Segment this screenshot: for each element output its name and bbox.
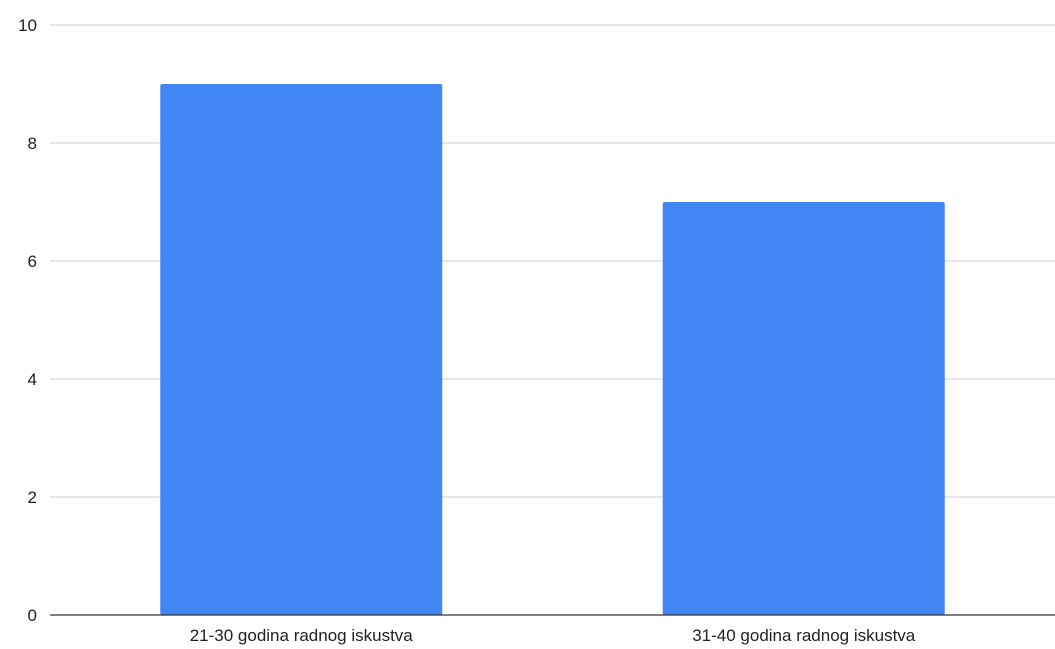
y-tick-label: 6	[28, 252, 37, 271]
y-axis-tick-labels: 0 2 4 6 8 10	[18, 16, 37, 625]
x-axis-category-labels: 21-30 godina radnog iskustva 31-40 godina…	[190, 626, 916, 645]
x-category-label: 31-40 godina radnog iskustva	[692, 626, 916, 645]
y-tick-label: 2	[28, 488, 37, 507]
bars	[160, 84, 945, 615]
y-tick-label: 10	[18, 16, 37, 35]
bar-2	[662, 202, 945, 615]
y-tick-label: 0	[28, 606, 37, 625]
y-tick-label: 4	[28, 370, 37, 389]
bar-1	[160, 84, 443, 615]
y-tick-label: 8	[28, 134, 37, 153]
x-category-label: 21-30 godina radnog iskustva	[190, 626, 414, 645]
